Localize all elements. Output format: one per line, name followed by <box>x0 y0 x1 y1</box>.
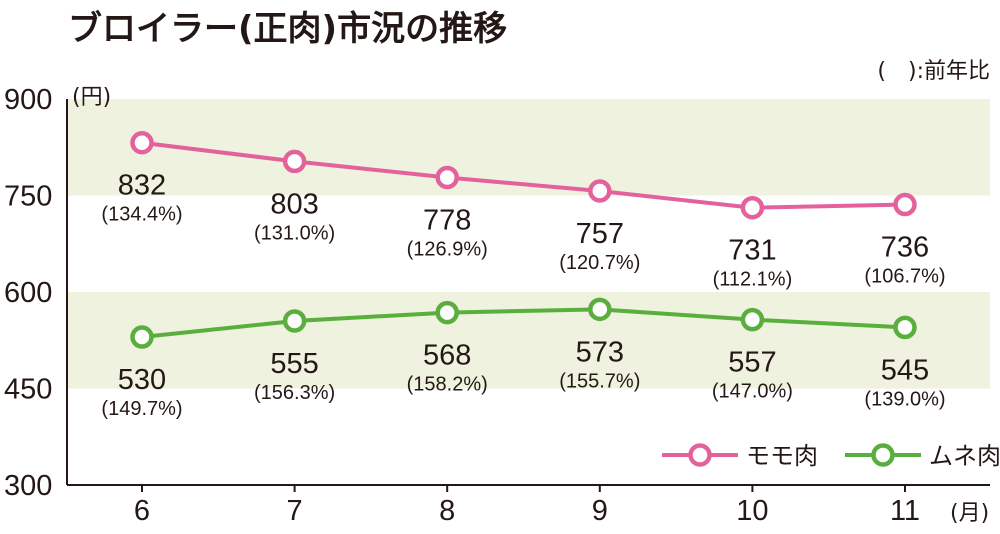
x-tick-10: 10 <box>736 495 768 527</box>
mune-point-8 <box>435 300 459 325</box>
mune-point-9 <box>588 297 612 322</box>
momo-yoy-label-6: (134.4%) <box>101 204 182 226</box>
mune-yoy-label-7: (156.3%) <box>254 382 335 404</box>
y-axis-unit: (円) <box>72 85 111 110</box>
mune-point-7 <box>282 309 307 333</box>
legend-momo-label: モモ肉 <box>746 442 818 470</box>
legend-momo-marker <box>688 443 712 467</box>
momo-value-label-6: 832 <box>118 170 166 202</box>
y-tick-300: 300 <box>4 470 52 502</box>
x-tick-8: 8 <box>439 495 455 527</box>
momo-point-10 <box>740 195 765 220</box>
mune-value-label-7: 555 <box>270 348 318 380</box>
y-tick-600: 600 <box>4 277 52 309</box>
mune-point-10 <box>740 307 765 332</box>
x-tick-9: 9 <box>592 495 608 527</box>
mune-yoy-label-6: (149.7%) <box>101 398 182 420</box>
momo-point-9 <box>588 179 612 203</box>
momo-yoy-label-7: (131.0%) <box>254 222 335 244</box>
mune-point-11 <box>893 315 917 340</box>
momo-point-6 <box>130 130 154 155</box>
legend-mune-label: ムネ肉 <box>929 442 1000 470</box>
mune-yoy-label-10: (147.0%) <box>712 381 793 403</box>
mune-line <box>141 307 906 340</box>
x-tick-7: 7 <box>287 495 303 527</box>
mune-value-label-8: 568 <box>423 340 471 372</box>
momo-value-label-10: 731 <box>728 235 776 267</box>
mune-value-label-9: 573 <box>576 336 624 368</box>
y-tick-450: 450 <box>4 374 52 406</box>
yoy-note: ( ):前年比 <box>877 59 990 84</box>
momo-yoy-label-8: (126.9%) <box>407 238 488 260</box>
momo-yoy-label-10: (112.1%) <box>713 269 793 291</box>
legend: モモ肉 ムネ肉 <box>662 442 1000 470</box>
mune-point-6 <box>130 325 154 349</box>
band-1 <box>67 99 990 196</box>
x-tick-6: 6 <box>134 495 150 527</box>
band-0 <box>67 292 990 389</box>
chart-bands <box>67 99 990 389</box>
data-labels: 832(134.4%) 803(131.0%) 778(126.9%) 757(120… <box>101 170 945 420</box>
momo-yoy-label-11: (106.7%) <box>864 266 945 288</box>
mune-yoy-label-8: (158.2%) <box>407 374 488 396</box>
mune-value-label-6: 530 <box>118 364 166 396</box>
chart-title: ブロイラー(正肉)市況の推移 <box>68 9 507 49</box>
x-tick-11: 11 <box>890 495 920 527</box>
mune-value-label-11: 545 <box>881 354 929 386</box>
series-lines <box>130 130 917 349</box>
momo-point-11 <box>893 192 917 217</box>
momo-value-label-9: 757 <box>576 218 624 250</box>
y-tick-750: 750 <box>4 181 52 213</box>
chart-axes <box>66 99 990 486</box>
momo-yoy-label-9: (120.7%) <box>559 252 640 274</box>
momo-point-7 <box>282 149 307 174</box>
momo-value-label-8: 778 <box>423 204 471 236</box>
momo-value-label-11: 736 <box>881 232 929 264</box>
momo-value-label-7: 803 <box>270 188 318 220</box>
mune-yoy-label-11: (139.0%) <box>864 388 945 410</box>
momo-line <box>141 140 906 210</box>
mune-yoy-label-9: (155.7%) <box>559 370 640 392</box>
y-tick-900: 900 <box>4 84 52 116</box>
legend-mune-marker <box>871 443 895 467</box>
mune-value-label-10: 557 <box>728 347 776 379</box>
x-ticks: 6 7 8 9 10 11 <box>134 485 920 527</box>
x-axis-unit: (月) <box>950 501 989 526</box>
y-ticks: 300 450 600 750 900 <box>4 84 52 502</box>
momo-point-8 <box>435 165 459 190</box>
